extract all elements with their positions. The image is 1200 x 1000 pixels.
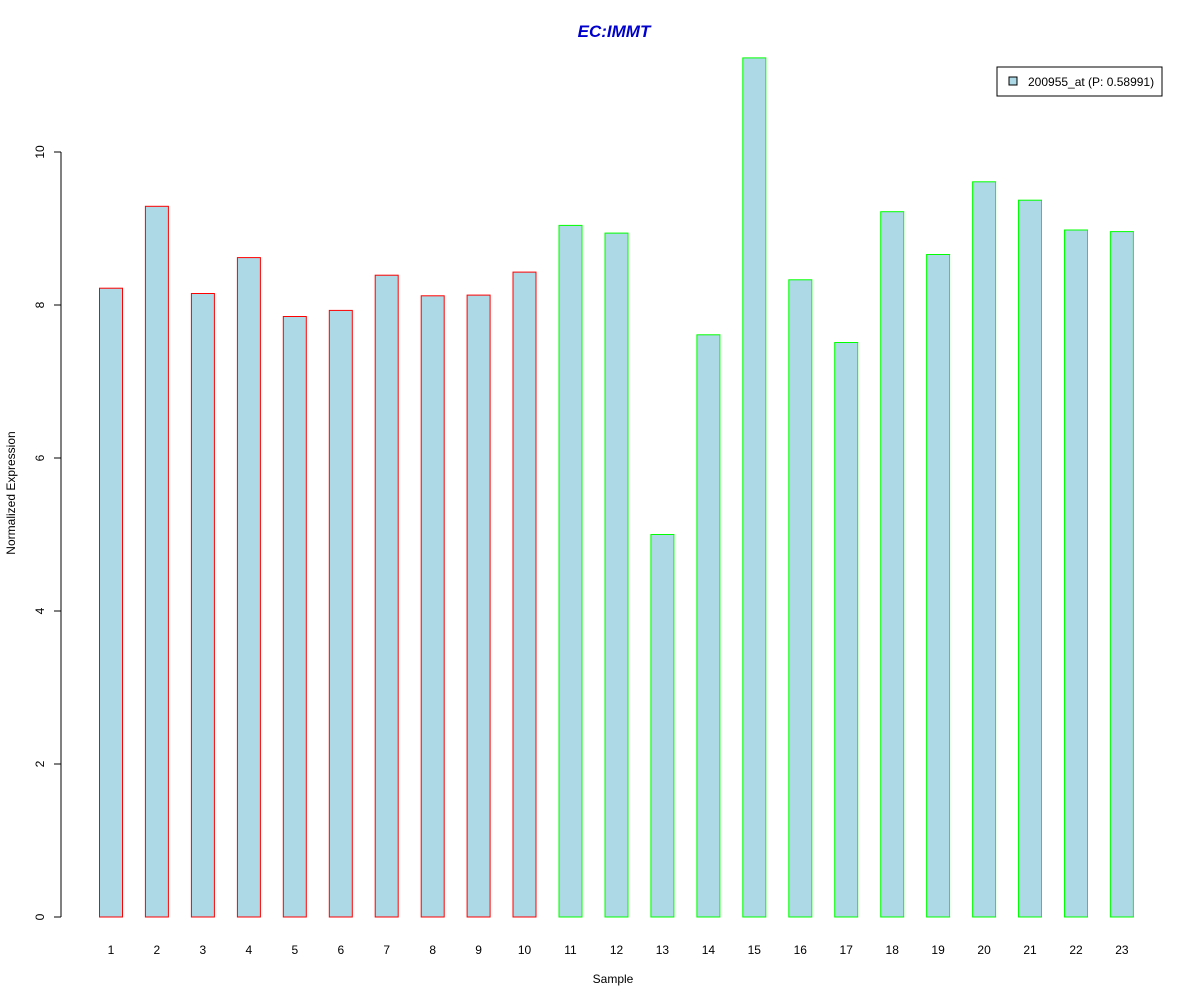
bar-sample-7 (374, 274, 399, 918)
x-tick-label: 4 (246, 943, 253, 957)
bars-group (99, 57, 1134, 918)
x-tick-label: 16 (794, 943, 808, 957)
y-tick-label: 10 (33, 145, 47, 159)
x-tick-labels: 1 2 3 4 5 6 7 8 9 10 11 12 13 14 15 16 17 18 19 20 21 22 23 (108, 943, 1129, 957)
x-tick-label: 8 (429, 943, 436, 957)
x-tick-label: 12 (610, 943, 624, 957)
x-tick-label: 15 (748, 943, 762, 957)
x-tick-label: 17 (840, 943, 854, 957)
y-tick-label: 4 (33, 607, 47, 614)
x-tick-label: 6 (337, 943, 344, 957)
bar-sample-22 (1064, 229, 1088, 918)
y-tick-label: 2 (33, 760, 47, 767)
legend-swatch (1008, 76, 1018, 86)
x-tick-label: 22 (1069, 943, 1083, 957)
legend-box (996, 66, 1163, 97)
x-tick-label: 3 (200, 943, 207, 957)
bar-sample-2 (144, 205, 169, 918)
x-tick-label: 5 (291, 943, 298, 957)
x-tick-label: 10 (518, 943, 532, 957)
x-tick-label: 23 (1115, 943, 1129, 957)
bar-sample-12 (604, 232, 629, 918)
x-tick-label: 2 (154, 943, 161, 957)
bar-sample-20 (972, 181, 997, 918)
bar-sample-14 (696, 334, 721, 918)
x-tick-label: 21 (1023, 943, 1037, 957)
y-tick-label: 6 (33, 454, 47, 461)
bar-sample-21 (1018, 199, 1042, 918)
x-tick-label: 19 (931, 943, 945, 957)
legend: 200955_at (P: 0.58991) (996, 66, 1163, 97)
x-tick-label: 20 (977, 943, 991, 957)
x-tick-label: 7 (383, 943, 390, 957)
bar-sample-19 (926, 254, 951, 918)
bar-sample-6 (328, 309, 353, 918)
y-tick-label: 0 (33, 913, 47, 920)
bar-sample-1 (99, 287, 123, 918)
bar-sample-11 (558, 224, 583, 918)
y-axis-label: Normalized Expression (4, 431, 18, 554)
x-tick-label: 13 (656, 943, 670, 957)
bar-sample-4 (236, 257, 261, 918)
chart-title: EC:IMMT (578, 22, 652, 41)
bar-sample-16 (788, 279, 813, 918)
bar-sample-23 (1109, 231, 1134, 918)
bar-sample-13 (650, 534, 675, 918)
y-axis: 0 2 4 6 8 10 (33, 145, 62, 920)
bar-sample-3 (190, 293, 215, 918)
bar-sample-18 (880, 211, 905, 918)
x-tick-label: 18 (886, 943, 900, 957)
x-axis-label: Sample (593, 972, 634, 986)
x-tick-label: 14 (702, 943, 716, 957)
x-tick-label: 11 (564, 943, 577, 957)
bar-sample-5 (282, 316, 307, 918)
bar-sample-15 (742, 57, 767, 918)
x-tick-label: 1 (108, 943, 115, 957)
y-tick-label: 8 (33, 301, 47, 308)
bar-sample-10 (512, 271, 537, 918)
bar-sample-8 (420, 295, 445, 918)
bar-sample-9 (466, 294, 491, 918)
legend-label: 200955_at (P: 0.58991) (1028, 75, 1154, 89)
x-tick-label: 9 (475, 943, 482, 957)
bar-sample-17 (834, 342, 859, 918)
